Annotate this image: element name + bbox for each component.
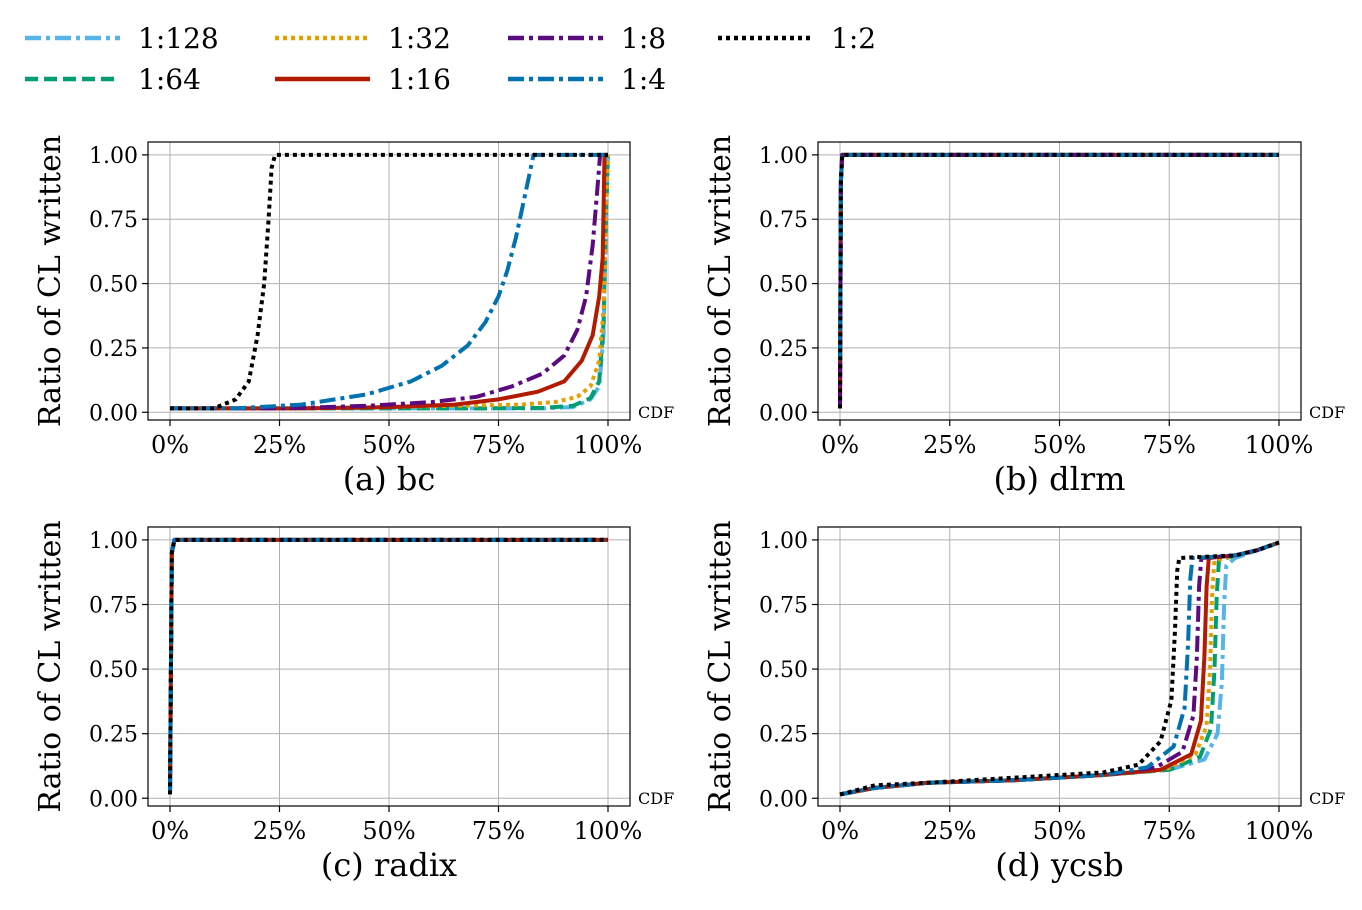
series-group <box>839 540 1280 797</box>
x-tick-label: 0% <box>151 431 189 459</box>
series-group <box>168 537 608 795</box>
panel-title: (c) radix <box>321 846 457 884</box>
y-tick-label: 1.00 <box>759 144 808 169</box>
x-tick-label: 75% <box>1143 431 1196 459</box>
panel-title: (a) bc <box>343 460 436 498</box>
y-tick-label: 0.25 <box>89 337 138 362</box>
x-tick-label: 100% <box>574 431 643 459</box>
legend-entry: 1:4 <box>508 63 666 96</box>
legend-entry: 1:16 <box>275 63 451 96</box>
legend-label: 1:8 <box>621 22 666 55</box>
x-tick-label: 75% <box>1143 817 1196 845</box>
x-tick-label: 75% <box>472 817 525 845</box>
y-tick-label: 0.75 <box>89 594 138 619</box>
x-unit-label: CDF <box>1309 789 1345 808</box>
legend-entry: 1:8 <box>508 22 666 55</box>
chart-panel: 0% 25% 50% 75% 100% 0.00 0.25 0.50 0.75 1.00 CDF Ra… <box>33 135 674 498</box>
x-tick-label: 25% <box>923 431 976 459</box>
legend-label: 1:32 <box>388 22 451 55</box>
x-tick-label: 100% <box>1245 817 1314 845</box>
chart-panel: 0% 25% 50% 75% 100% 0.00 0.25 0.50 0.75 1.00 CDF Ra… <box>33 520 674 884</box>
y-tick-label: 0.50 <box>759 658 808 683</box>
chart-panel: 0% 25% 50% 75% 100% 0.00 0.25 0.50 0.75 1.00 CDF Ra… <box>703 135 1345 498</box>
panel-title: (b) dlrm <box>994 460 1126 498</box>
legend-label: 1:4 <box>621 63 666 96</box>
y-tick-label: 0.75 <box>759 594 808 619</box>
panel-title: (d) ycsb <box>995 846 1124 884</box>
series-line <box>170 152 608 411</box>
legend-entry: 1:128 <box>25 22 219 55</box>
legend-label: 1:128 <box>138 22 219 55</box>
legend: 1:128 1:64 1:32 1:16 1:8 1:4 1:2 <box>25 22 876 96</box>
x-tick-label: 100% <box>1245 431 1314 459</box>
y-tick-label: 0.75 <box>89 208 138 233</box>
y-tick-label: 0.75 <box>759 208 808 233</box>
y-tick-label: 0.00 <box>89 401 138 426</box>
series-line <box>170 152 608 411</box>
x-unit-label: CDF <box>1309 403 1345 422</box>
x-tick-label: 0% <box>151 817 189 845</box>
y-tick-label: 0.50 <box>89 273 138 298</box>
y-tick-label: 1.00 <box>89 144 138 169</box>
x-tick-label: 50% <box>362 431 415 459</box>
series-group <box>170 152 610 411</box>
x-tick-label: 50% <box>362 817 415 845</box>
chart-panel: 0% 25% 50% 75% 100% 0.00 0.25 0.50 0.75 1.00 CDF Ra… <box>703 520 1345 884</box>
y-tick-label: 0.00 <box>759 787 808 812</box>
x-tick-label: 100% <box>574 817 643 845</box>
y-axis-label: Ratio of CL written <box>33 520 68 812</box>
y-tick-label: 0.25 <box>759 723 808 748</box>
legend-label: 1:64 <box>138 63 201 96</box>
y-axis-label: Ratio of CL written <box>703 135 738 427</box>
y-tick-label: 1.00 <box>759 529 808 554</box>
y-tick-label: 1.00 <box>89 529 138 554</box>
series-line <box>170 152 608 411</box>
series-line <box>838 152 1279 409</box>
x-tick-label: 25% <box>253 817 306 845</box>
y-tick-label: 0.25 <box>89 723 138 748</box>
x-tick-label: 25% <box>923 817 976 845</box>
legend-entry: 1:64 <box>25 63 201 96</box>
legend-entry: 1:2 <box>718 22 876 55</box>
y-tick-label: 0.25 <box>759 337 808 362</box>
y-tick-label: 0.50 <box>89 658 138 683</box>
legend-entry: 1:32 <box>275 22 451 55</box>
series-line <box>839 540 1280 797</box>
y-axis-label: Ratio of CL written <box>33 135 68 427</box>
series-line <box>839 540 1280 797</box>
chart-panels: 0% 25% 50% 75% 100% 0.00 0.25 0.50 0.75 1.00 CDF Ra… <box>33 135 1345 884</box>
x-unit-label: CDF <box>638 789 674 808</box>
x-unit-label: CDF <box>638 403 674 422</box>
series-group <box>838 152 1279 409</box>
x-tick-label: 0% <box>821 431 859 459</box>
x-tick-label: 50% <box>1033 431 1086 459</box>
legend-label: 1:2 <box>831 22 876 55</box>
series-line <box>168 537 608 795</box>
y-axis-label: Ratio of CL written <box>703 520 738 812</box>
y-tick-label: 0.00 <box>89 787 138 812</box>
x-tick-label: 75% <box>472 431 525 459</box>
y-tick-label: 0.50 <box>759 273 808 298</box>
x-tick-label: 0% <box>821 817 859 845</box>
series-line <box>170 154 610 411</box>
x-tick-label: 25% <box>253 431 306 459</box>
legend-label: 1:16 <box>388 63 451 96</box>
y-tick-label: 0.00 <box>759 401 808 426</box>
x-tick-label: 50% <box>1033 817 1086 845</box>
series-line <box>170 152 608 411</box>
